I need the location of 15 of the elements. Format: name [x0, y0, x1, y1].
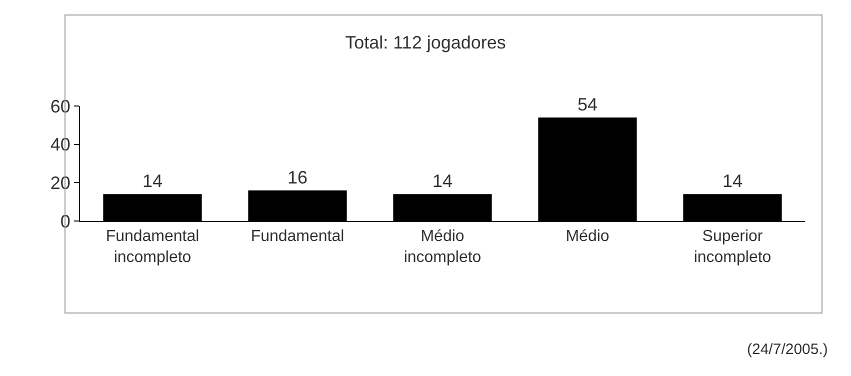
text: (24/7/2005.) [747, 341, 828, 358]
data-label: 14 [432, 171, 453, 192]
x-tick-label: Superior incompleto [694, 228, 772, 266]
x-tick-label: Médio [566, 228, 610, 246]
data-label: 16 [287, 167, 308, 188]
data-label: 54 [577, 94, 598, 114]
y-tick-label: 40 [50, 134, 70, 155]
x-tick-label: Fundamental [250, 228, 344, 246]
data-label: 14 [142, 171, 163, 192]
data-label: 14 [722, 171, 743, 192]
y-tick-label: 20 [50, 172, 70, 193]
chart-title: Total: 112 jogadores [345, 32, 506, 52]
y-tick-label: 60 [50, 96, 70, 116]
x-tick-label: Fundamental incompleto [106, 228, 200, 266]
x-tick-label: Médio incompleto [404, 228, 482, 266]
